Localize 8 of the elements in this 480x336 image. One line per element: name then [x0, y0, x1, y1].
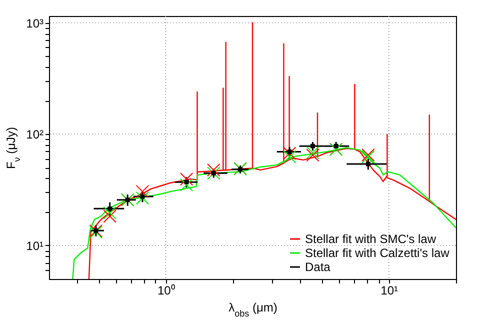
- x-axis-title: λ$_{obs}$ (μm): [228, 300, 278, 318]
- x-tick-label: 10⁰: [158, 284, 175, 298]
- y-tick-label: 10³: [26, 16, 44, 30]
- legend-label: Stellar fit with Calzetti's law: [305, 246, 450, 260]
- legend-label: Stellar fit with SMC's law: [305, 232, 436, 246]
- legend-label: Data: [305, 260, 331, 274]
- y-tick-label: 10²: [26, 128, 44, 142]
- y-tick-label: 10¹: [26, 238, 44, 253]
